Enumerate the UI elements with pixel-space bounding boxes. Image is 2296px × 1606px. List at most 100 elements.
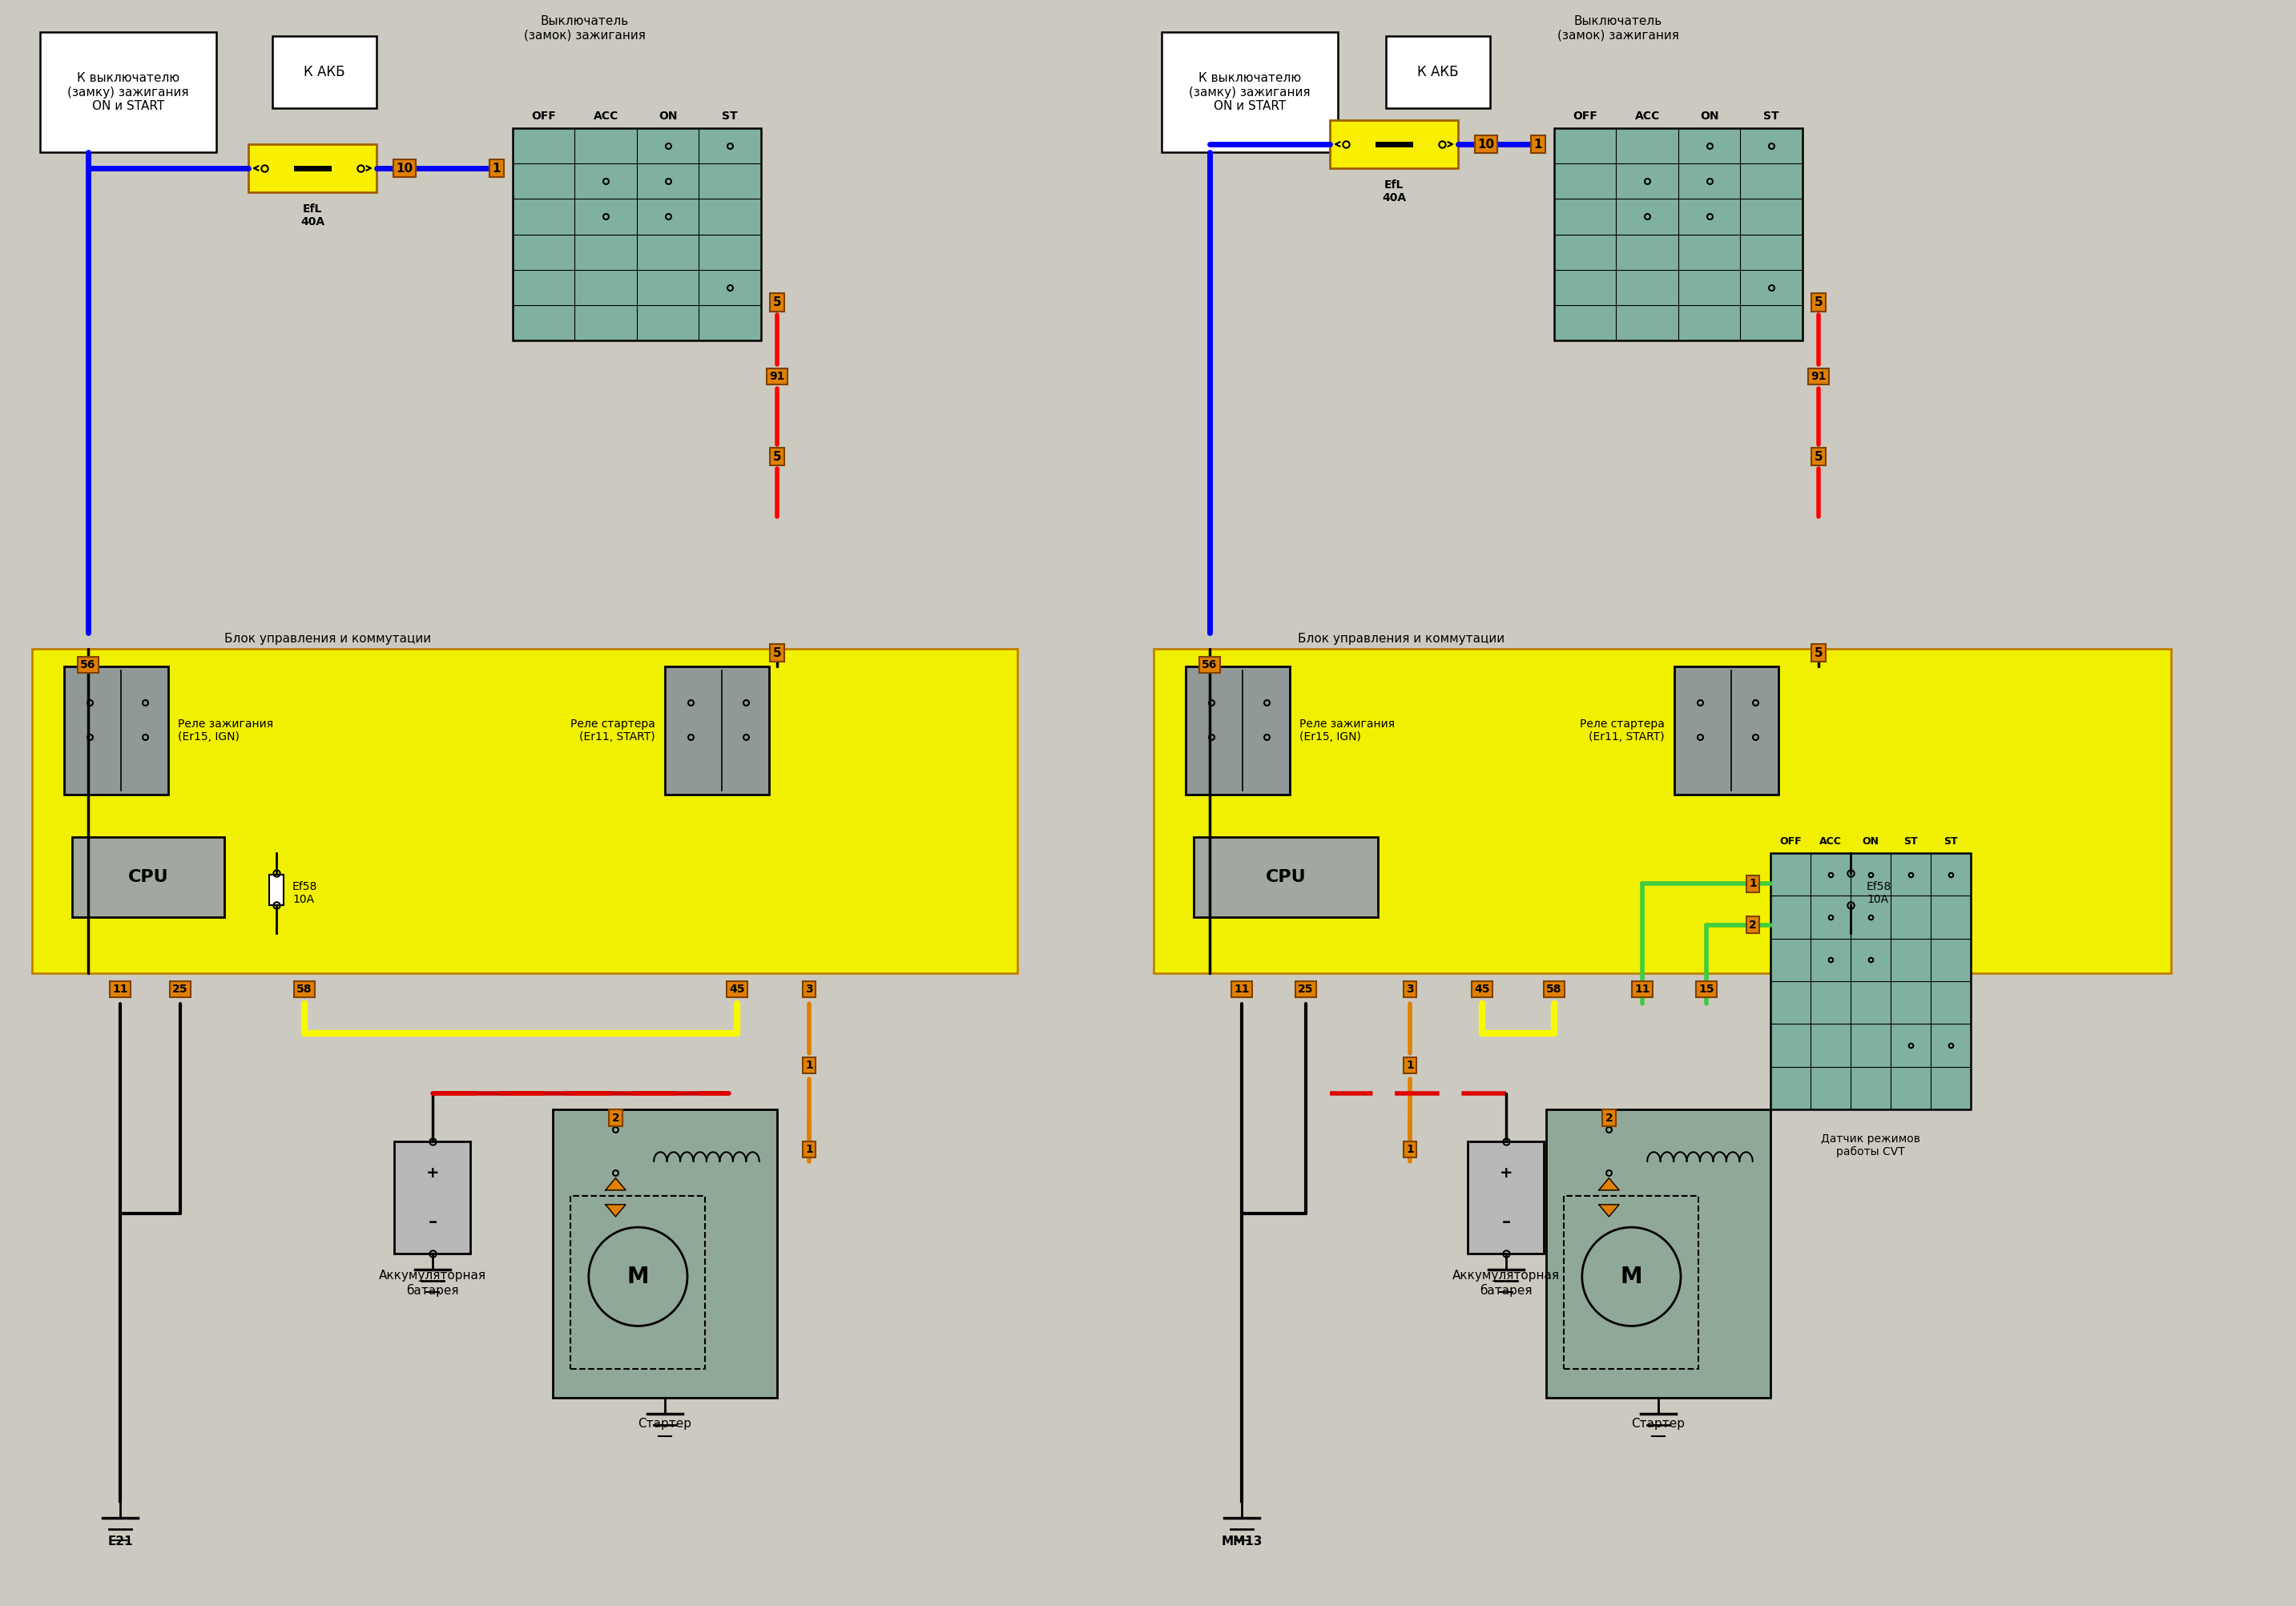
Text: Реле зажигания
(Er15, IGN): Реле зажигания (Er15, IGN) [1300,718,1396,744]
Bar [1770,853,1970,1110]
Text: OFF: OFF [530,111,556,122]
Text: Стартер: Стартер [638,1418,691,1429]
Text: ACC: ACC [1818,837,1841,846]
Text: 5: 5 [774,647,781,658]
Text: –: – [427,1214,436,1230]
Text: –: – [1502,1214,1511,1230]
Bar [64,666,168,795]
Text: 2: 2 [611,1113,620,1124]
Text: 11: 11 [1635,983,1651,994]
Text: 1: 1 [491,162,501,173]
Text: ON: ON [659,111,677,122]
Text: К выключателю
(замку) зажигания
ON и START: К выключателю (замку) зажигания ON и STA… [67,72,188,112]
Bar [273,35,377,108]
Polygon shape [1598,1179,1619,1190]
Text: OFF: OFF [1573,111,1598,122]
Bar [1185,666,1290,795]
Text: Реле стартера
(Er11, START): Реле стартера (Er11, START) [1580,718,1665,744]
Text: 45: 45 [1474,983,1490,994]
Bar [1564,1196,1699,1368]
Text: 1: 1 [1750,878,1756,890]
Text: 25: 25 [1297,983,1313,994]
Bar [248,145,377,193]
Text: 10: 10 [1479,138,1495,151]
Bar [39,32,216,153]
Text: 5: 5 [774,451,781,463]
Text: 1: 1 [1405,1143,1414,1155]
Text: ST: ST [1903,837,1917,846]
Text: 5: 5 [1814,451,1823,463]
Text: Датчик режимов
работы CVT: Датчик режимов работы CVT [1821,1134,1919,1158]
Text: 15: 15 [1699,983,1715,994]
Text: К АКБ: К АКБ [303,64,344,79]
Text: ST: ST [723,111,737,122]
Bar [1194,837,1378,917]
Text: 5: 5 [1814,296,1823,308]
Text: Реле стартера
(Er11, START): Реле стартера (Er11, START) [569,718,654,744]
Text: EfL
40A: EfL 40A [1382,180,1405,204]
Text: Стартер: Стартер [1632,1418,1685,1429]
Bar [553,1110,776,1397]
Bar [1162,32,1339,153]
Bar [1387,35,1490,108]
Text: 5: 5 [1814,647,1823,658]
Text: Выключатель
(замок) зажигания: Выключатель (замок) зажигания [523,14,645,42]
Text: Аккумуляторная
батарея: Аккумуляторная батарея [1453,1270,1559,1296]
Text: 56: 56 [80,658,96,670]
Text: 2: 2 [1750,919,1756,930]
Text: +: + [427,1166,439,1180]
Text: M: M [627,1266,650,1288]
Text: 3: 3 [1405,983,1414,994]
Text: 1: 1 [1534,138,1543,151]
Bar [572,1196,705,1368]
Text: Блок управления и коммутации: Блок управления и коммутации [225,633,432,644]
Text: 5: 5 [774,296,781,308]
Text: Ef58
10A: Ef58 10A [292,882,317,906]
Text: Ef58
10A: Ef58 10A [1867,882,1892,906]
Text: OFF: OFF [1779,837,1802,846]
Bar [1329,120,1458,169]
Bar [1467,1142,1545,1254]
Bar [1554,128,1802,340]
Text: 58: 58 [296,983,312,994]
Text: 25: 25 [172,983,188,994]
Bar [1674,666,1779,795]
Text: К выключателю
(замку) зажигания
ON и START: К выключателю (замку) зажигания ON и STA… [1189,72,1311,112]
Text: 10: 10 [397,162,413,173]
Text: Выключатель
(замок) зажигания: Выключатель (замок) зажигания [1557,14,1678,42]
Text: MM13: MM13 [1221,1535,1263,1548]
Text: ST: ST [1763,111,1779,122]
Text: К АКБ: К АКБ [1417,64,1458,79]
Bar [512,128,760,340]
Text: E21: E21 [108,1535,133,1548]
Text: 1: 1 [806,1060,813,1071]
Text: 91: 91 [1812,371,1825,382]
Text: ON: ON [1862,837,1878,846]
Polygon shape [606,1204,627,1217]
Text: 58: 58 [1545,983,1561,994]
Text: ON: ON [1699,111,1720,122]
Text: 91: 91 [769,371,785,382]
Text: 1: 1 [1405,1060,1414,1071]
Bar [71,837,225,917]
Text: M: M [1621,1266,1642,1288]
Text: Блок управления и коммутации: Блок управления и коммутации [1297,633,1504,644]
Bar [666,666,769,795]
Text: 3: 3 [806,983,813,994]
Text: 56: 56 [1201,658,1217,670]
Text: CPU: CPU [129,869,168,885]
Bar [1153,649,2172,973]
Bar [1545,1110,1770,1397]
Text: 11: 11 [1233,983,1249,994]
Bar [32,649,1017,973]
Bar [1844,875,1857,906]
Polygon shape [1598,1204,1619,1217]
Polygon shape [606,1179,627,1190]
Text: +: + [1499,1166,1513,1180]
Text: Реле зажигания
(Er15, IGN): Реле зажигания (Er15, IGN) [177,718,273,744]
Text: EfL
40A: EfL 40A [301,204,324,228]
Text: ACC: ACC [1635,111,1660,122]
Text: 45: 45 [730,983,744,994]
Text: 11: 11 [113,983,129,994]
Bar [269,875,285,906]
